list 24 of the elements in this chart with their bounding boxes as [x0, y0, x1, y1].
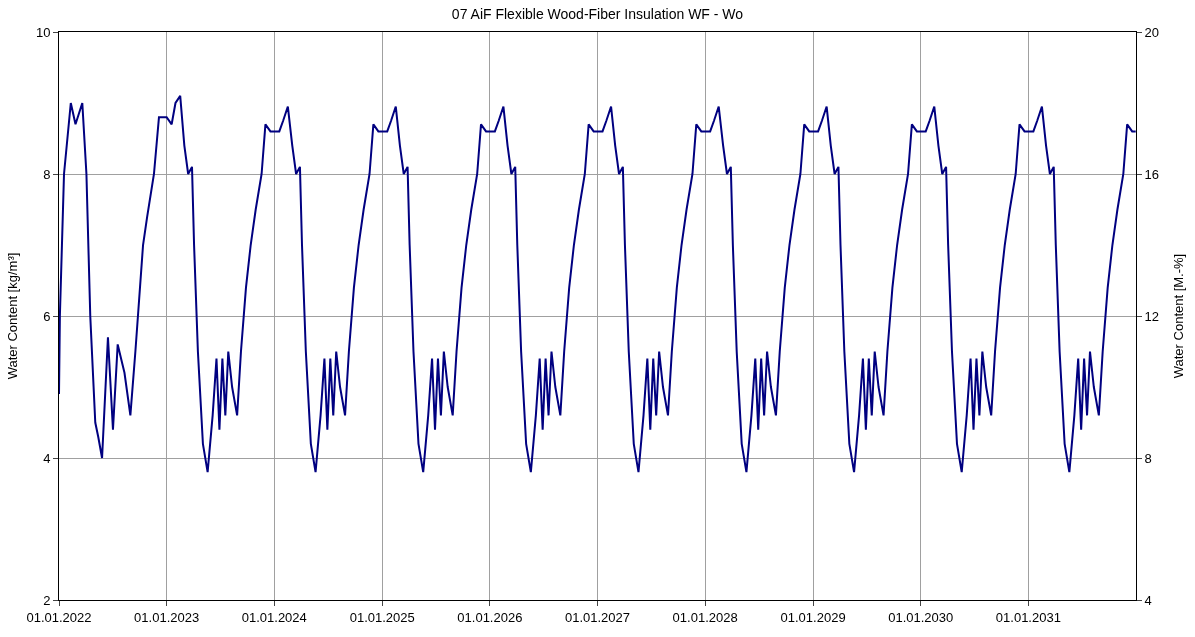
x-tick-label: 01.01.2026: [457, 609, 523, 625]
y-axis-title: Water Content [kg/m³]: [4, 252, 20, 380]
x-tick-label: 01.01.2030: [888, 609, 954, 625]
y-tick-label: 6: [43, 308, 51, 324]
x-tick-label: 01.01.2025: [349, 609, 415, 625]
y2-tick-label: 20: [1144, 24, 1160, 40]
x-tick-label: 01.01.2028: [672, 609, 738, 625]
y-tick-label: 4: [43, 450, 51, 466]
y2-tick-label: 16: [1144, 166, 1160, 182]
line-series: [59, 94, 1136, 474]
chart-title: 07 AiF Flexible Wood-Fiber Insulation WF - Wo: [451, 6, 744, 23]
x-tick-label: 01.01.2029: [780, 609, 846, 625]
y2-tick-label: 4: [1144, 592, 1152, 608]
y2-tick-label: 12: [1144, 308, 1160, 324]
x-tick-label: 01.01.2024: [241, 609, 307, 625]
y-tick-label: 10: [35, 24, 51, 40]
x-tick-label: 01.01.2023: [134, 609, 200, 625]
x-tick-label: 01.01.2022: [26, 609, 92, 625]
y-tick-label: 8: [43, 166, 51, 182]
y2-tick-label: 8: [1144, 450, 1152, 466]
x-tick-label: 01.01.2031: [995, 609, 1061, 625]
y2-axis-title: Water Content [M.-%]: [1170, 253, 1186, 379]
y-tick-label: 2: [43, 592, 51, 608]
x-tick-label: 01.01.2027: [564, 609, 631, 625]
